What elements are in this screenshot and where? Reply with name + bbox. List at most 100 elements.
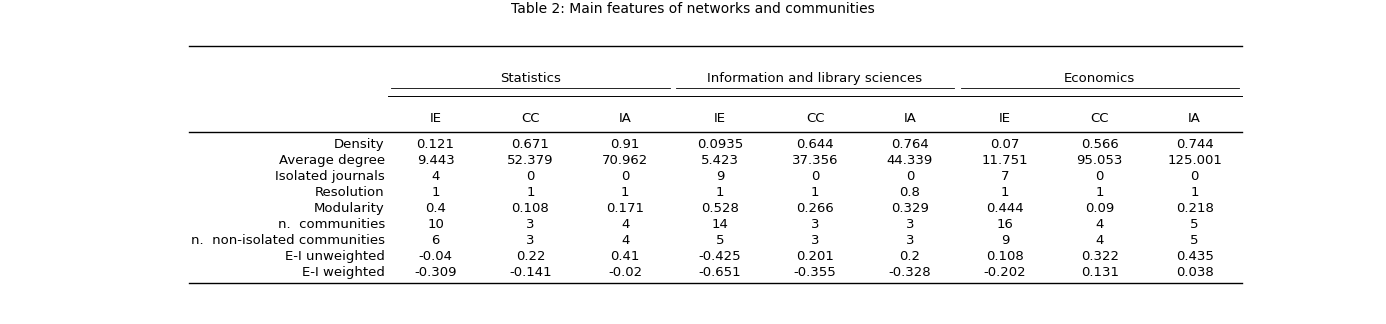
Text: 1: 1 <box>621 186 629 199</box>
Text: IA: IA <box>904 112 916 125</box>
Text: -0.02: -0.02 <box>608 266 642 279</box>
Text: 0.528: 0.528 <box>701 202 739 215</box>
Text: 0.644: 0.644 <box>796 138 834 151</box>
Text: 70.962: 70.962 <box>602 154 649 167</box>
Text: -0.355: -0.355 <box>794 266 836 279</box>
Text: 14: 14 <box>712 218 729 231</box>
Text: IE: IE <box>430 112 442 125</box>
Text: 95.053: 95.053 <box>1077 154 1123 167</box>
Text: 0.671: 0.671 <box>511 138 549 151</box>
Text: -0.309: -0.309 <box>414 266 457 279</box>
Text: IA: IA <box>1188 112 1202 125</box>
Text: 16: 16 <box>997 218 1013 231</box>
Text: Isolated journals: Isolated journals <box>274 170 385 183</box>
Text: 0.329: 0.329 <box>891 202 929 215</box>
Text: -0.328: -0.328 <box>888 266 931 279</box>
Text: 3: 3 <box>811 234 819 247</box>
Text: IA: IA <box>620 112 632 125</box>
Text: 0.171: 0.171 <box>606 202 644 215</box>
Text: 0: 0 <box>621 170 629 183</box>
Text: 5.423: 5.423 <box>701 154 739 167</box>
Text: 0.108: 0.108 <box>985 250 1024 263</box>
Text: 7: 7 <box>1001 170 1009 183</box>
Text: -0.04: -0.04 <box>419 250 452 263</box>
Text: n.  communities: n. communities <box>277 218 385 231</box>
Text: 9: 9 <box>1001 234 1009 247</box>
Text: 4: 4 <box>1095 234 1103 247</box>
Text: 0.22: 0.22 <box>516 250 545 263</box>
Text: 5: 5 <box>1191 218 1199 231</box>
Text: 4: 4 <box>1095 218 1103 231</box>
Text: 0.218: 0.218 <box>1175 202 1214 215</box>
Text: 0.444: 0.444 <box>985 202 1024 215</box>
Text: Statistics: Statistics <box>500 72 561 85</box>
Text: -0.425: -0.425 <box>699 250 742 263</box>
Text: 0.744: 0.744 <box>1175 138 1214 151</box>
Text: 3: 3 <box>905 234 915 247</box>
Text: 0.108: 0.108 <box>511 202 549 215</box>
Text: -0.651: -0.651 <box>699 266 742 279</box>
Text: 0: 0 <box>1191 170 1199 183</box>
Text: 9: 9 <box>717 170 725 183</box>
Text: 5: 5 <box>717 234 725 247</box>
Text: 6: 6 <box>431 234 439 247</box>
Text: 0.435: 0.435 <box>1175 250 1214 263</box>
Text: 44.339: 44.339 <box>887 154 933 167</box>
Text: -0.141: -0.141 <box>509 266 552 279</box>
Text: 9.443: 9.443 <box>417 154 455 167</box>
Text: 0.91: 0.91 <box>611 138 640 151</box>
Text: 0.07: 0.07 <box>990 138 1020 151</box>
Text: 1: 1 <box>1001 186 1009 199</box>
Text: IE: IE <box>999 112 1010 125</box>
Text: 0.322: 0.322 <box>1081 250 1119 263</box>
Text: -0.202: -0.202 <box>984 266 1026 279</box>
Text: 1: 1 <box>1191 186 1199 199</box>
Text: Economics: Economics <box>1064 72 1135 85</box>
Text: 1: 1 <box>717 186 725 199</box>
Text: 0.41: 0.41 <box>611 250 640 263</box>
Text: 0: 0 <box>811 170 819 183</box>
Text: 1: 1 <box>1095 186 1105 199</box>
Text: 125.001: 125.001 <box>1167 154 1222 167</box>
Text: 4: 4 <box>621 234 629 247</box>
Text: 0.09: 0.09 <box>1085 202 1114 215</box>
Text: E-I weighted: E-I weighted <box>302 266 385 279</box>
Text: 0: 0 <box>527 170 535 183</box>
Text: Modularity: Modularity <box>315 202 385 215</box>
Text: 52.379: 52.379 <box>507 154 553 167</box>
Text: Table 2: Main features of networks and communities: Table 2: Main features of networks and c… <box>511 2 875 16</box>
Text: 3: 3 <box>905 218 915 231</box>
Text: 0.764: 0.764 <box>891 138 929 151</box>
Text: E-I unweighted: E-I unweighted <box>286 250 385 263</box>
Text: CC: CC <box>805 112 825 125</box>
Text: 37.356: 37.356 <box>791 154 839 167</box>
Text: 0.201: 0.201 <box>796 250 834 263</box>
Text: 4: 4 <box>431 170 439 183</box>
Text: 0: 0 <box>905 170 915 183</box>
Text: 0: 0 <box>1095 170 1103 183</box>
Text: 3: 3 <box>811 218 819 231</box>
Text: Average degree: Average degree <box>279 154 385 167</box>
Text: IE: IE <box>714 112 726 125</box>
Text: 10: 10 <box>427 218 444 231</box>
Text: Density: Density <box>334 138 385 151</box>
Text: Resolution: Resolution <box>315 186 385 199</box>
Text: CC: CC <box>521 112 539 125</box>
Text: 0.4: 0.4 <box>426 202 446 215</box>
Text: 3: 3 <box>527 234 535 247</box>
Text: 0.038: 0.038 <box>1175 266 1214 279</box>
Text: 4: 4 <box>621 218 629 231</box>
Text: 0.266: 0.266 <box>796 202 834 215</box>
Text: Information and library sciences: Information and library sciences <box>707 72 923 85</box>
Text: 0.121: 0.121 <box>417 138 455 151</box>
Text: 1: 1 <box>811 186 819 199</box>
Text: 0.566: 0.566 <box>1081 138 1119 151</box>
Text: CC: CC <box>1091 112 1109 125</box>
Text: 1: 1 <box>431 186 439 199</box>
Text: 0.2: 0.2 <box>900 250 920 263</box>
Text: 3: 3 <box>527 218 535 231</box>
Text: 1: 1 <box>527 186 535 199</box>
Text: 0.8: 0.8 <box>900 186 920 199</box>
Text: 0.0935: 0.0935 <box>697 138 743 151</box>
Text: 11.751: 11.751 <box>981 154 1028 167</box>
